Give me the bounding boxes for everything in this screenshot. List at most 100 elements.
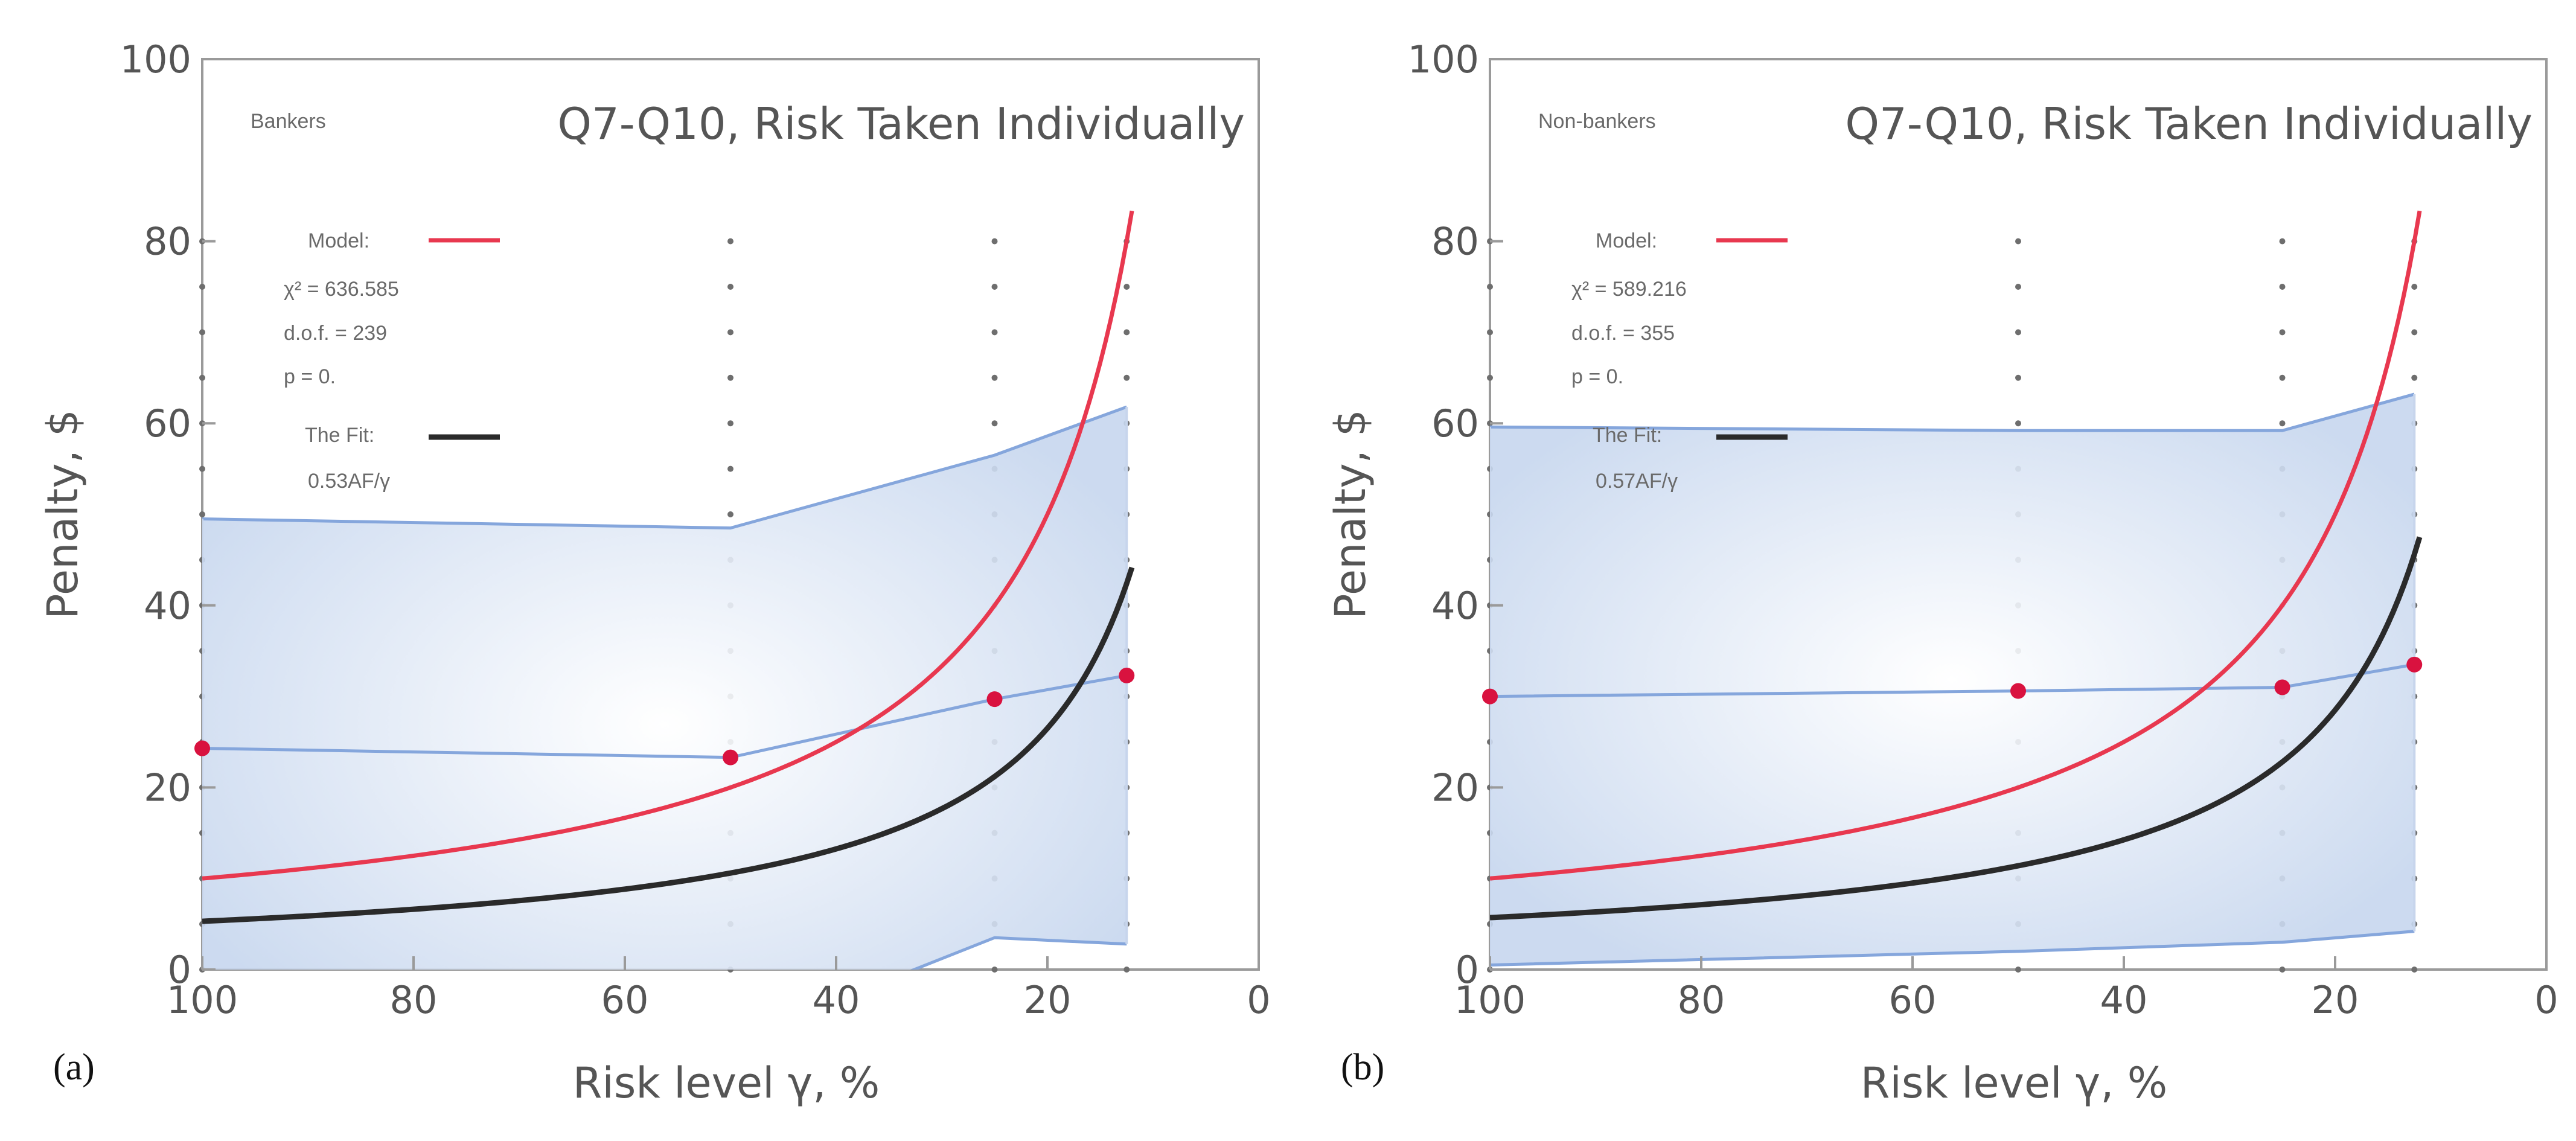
legend-chi2: χ² = 636.585	[284, 278, 399, 301]
grid-dot	[1487, 329, 1493, 336]
fit-curve	[202, 566, 1135, 924]
grid-dot	[2411, 967, 2418, 973]
legend-fit-formula: 0.57AF/γ	[1596, 470, 1678, 493]
x-axis-label: Risk level γ, %	[573, 1058, 880, 1108]
band-fill	[202, 407, 1127, 970]
y-tick-label: 40	[144, 584, 191, 628]
y-tick-label: 100	[120, 37, 191, 82]
y-ticks: 0 20 40 60 80 100	[1408, 37, 1503, 992]
grid-dot	[991, 238, 998, 245]
curves	[202, 210, 1135, 924]
y-axis-label: Penalty, $	[1326, 409, 1375, 619]
y-tick-label: 40	[1431, 584, 1479, 628]
grid-dot	[727, 465, 733, 472]
chart-title: Q7-Q10, Risk Taken Individually	[557, 98, 1245, 149]
panel-label: (b)	[1341, 1047, 1384, 1088]
y-tick-label: 0	[1456, 948, 1479, 992]
y-tick-label: 80	[1431, 220, 1479, 264]
grid-dot	[2411, 284, 2418, 290]
grid-dot	[991, 374, 998, 381]
y-tick-label: 60	[1431, 401, 1479, 446]
y-tick-label: 100	[1408, 37, 1479, 82]
data-point	[2010, 683, 2026, 699]
grid-dot	[2279, 284, 2286, 290]
grid-dot	[1123, 967, 1130, 973]
error-band	[202, 405, 1128, 970]
x-tick-label: 100	[1454, 978, 1526, 1022]
x-tick-label: 40	[813, 978, 860, 1022]
legend: Model: χ² = 589.216 d.o.f. = 355 p = 0. …	[1571, 229, 1788, 493]
data-point	[2406, 656, 2423, 673]
grid-dot	[991, 329, 998, 336]
y-axis-label: Penalty, $	[38, 409, 88, 619]
grid-dot	[2015, 967, 2021, 973]
grid-dot	[2279, 374, 2286, 381]
x-axis-label: Risk level γ, %	[1861, 1058, 2168, 1108]
grid-dot	[2015, 238, 2021, 245]
grid-dot	[727, 511, 733, 517]
grid-dot	[1487, 374, 1493, 381]
panel-label: (a)	[53, 1047, 95, 1088]
legend-fit-label: The Fit:	[305, 424, 374, 447]
y-tick-label: 20	[1431, 765, 1479, 810]
band-fill	[1490, 394, 2415, 965]
band-upper-line	[1490, 392, 2415, 432]
panel-a: 100 80 60 40 20 0 0 20 40 60 80 100 Bankers Q7-Q10…	[38, 37, 1271, 1108]
band-mean-line	[1490, 663, 2415, 698]
grid-dot	[991, 420, 998, 427]
x-tick-label: 80	[390, 978, 438, 1022]
grid-dot	[2279, 329, 2286, 336]
legend-fit-label: The Fit:	[1593, 424, 1662, 447]
x-tick-label: 0	[1247, 978, 1270, 1022]
grid-dot	[991, 967, 998, 973]
legend-chi2: χ² = 589.216	[1571, 278, 1687, 301]
chart-a-svg: 100 80 60 40 20 0 0 20 40 60 80 100 Bankers Q7-Q10…	[38, 37, 1271, 1108]
panel-b: 100 80 60 40 20 0 0 20 40 60 80 100 Non-bankers Q7…	[1288, 0, 2575, 1141]
legend: Model: χ² = 636.585 d.o.f. = 239 p = 0. …	[284, 229, 500, 493]
model-curve	[202, 210, 1134, 881]
data-point	[723, 749, 738, 765]
grid-dot	[1123, 284, 1130, 290]
x-tick-label: 20	[1024, 978, 1072, 1022]
x-tick-label: 60	[1889, 978, 1937, 1022]
grid-dot	[727, 420, 733, 427]
grid-dot	[1123, 329, 1130, 336]
grid-dot	[1123, 374, 1130, 381]
fit-curve	[1490, 536, 2423, 921]
grid-dot	[2279, 420, 2286, 427]
x-tick-label: 100	[167, 978, 238, 1022]
legend-dof: d.o.f. = 239	[284, 322, 387, 345]
grid-dot	[727, 238, 733, 245]
x-tick-label: 40	[2100, 978, 2148, 1022]
x-tick-label: 20	[2312, 978, 2359, 1022]
curves	[1490, 210, 2423, 921]
chart-title: Q7-Q10, Risk Taken Individually	[1845, 98, 2533, 149]
grid-dot	[2411, 329, 2418, 336]
x-tick-label: 60	[601, 978, 649, 1022]
data-point	[1119, 667, 1135, 683]
grid-dot	[2015, 329, 2021, 336]
grid-dot	[199, 465, 205, 472]
y-tick-label: 20	[144, 765, 191, 810]
grid-dot	[199, 511, 205, 517]
chart-b-svg: 100 80 60 40 20 0 0 20 40 60 80 100 Non-bankers Q7…	[1326, 37, 2558, 1108]
y-ticks: 0 20 40 60 80 100	[120, 37, 216, 992]
band-lower-line	[910, 936, 1127, 970]
group-label: Bankers	[251, 110, 326, 133]
y-tick-label: 80	[144, 220, 191, 264]
grid-dot	[1487, 284, 1493, 290]
data-points	[1482, 656, 2423, 705]
grid-dot	[991, 284, 998, 290]
grid-dot	[727, 374, 733, 381]
band-upper-line	[202, 405, 1128, 530]
x-ticks: 100 80 60 40 20 0	[1454, 956, 2558, 1022]
grid-dot	[199, 329, 205, 336]
legend-fit-formula: 0.53AF/γ	[308, 470, 390, 493]
grid-dot	[2015, 374, 2021, 381]
band-lower-line	[1490, 930, 2415, 967]
grid-dot	[2279, 238, 2286, 245]
group-label: Non-bankers	[1538, 110, 1656, 133]
grid-dot	[2015, 420, 2021, 427]
legend-p: p = 0.	[1571, 365, 1623, 388]
data-point	[2274, 679, 2290, 695]
